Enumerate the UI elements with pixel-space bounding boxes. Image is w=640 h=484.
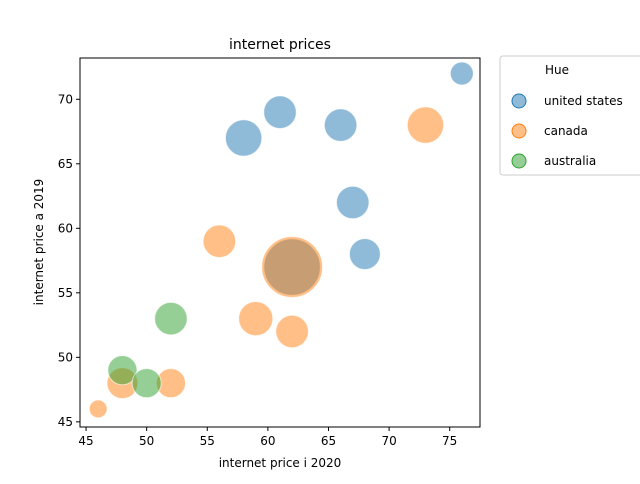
y-tick-label: 50 (58, 350, 73, 364)
legend-marker-australia (511, 153, 527, 169)
legend-marker-united-states (511, 93, 527, 109)
x-axis: 45 50 55 60 65 70 75 (78, 427, 457, 448)
y-tick-label: 45 (58, 415, 73, 429)
point-united-states-0 (449, 61, 474, 86)
y-axis: 45 50 55 60 65 70 (58, 92, 80, 429)
point-united-states-1 (263, 95, 297, 129)
y-axis-label: internet price a 2019 (32, 179, 46, 306)
point-united-states-5 (348, 238, 381, 271)
point-australia-1 (107, 355, 138, 386)
point-canada-0 (406, 106, 445, 144)
point-canada-7 (88, 399, 108, 419)
legend-title: Hue (545, 63, 569, 77)
points-layer (88, 61, 474, 419)
legend-marker-canada (511, 123, 527, 139)
point-canada-3 (238, 301, 274, 337)
point-united-states-2 (224, 119, 263, 157)
point-canada-2 (261, 236, 324, 298)
x-tick-label: 65 (321, 434, 336, 448)
x-tick-label: 55 (200, 434, 215, 448)
chart-title: internet prices (229, 37, 331, 53)
plot-frame (79, 57, 481, 428)
y-tick-label: 65 (58, 157, 73, 171)
x-tick-label: 45 (78, 434, 93, 448)
point-australia-0 (154, 301, 188, 336)
point-united-states-3 (323, 108, 358, 142)
legend: Hue united states canada australia (499, 55, 640, 176)
y-tick-label: 60 (58, 221, 73, 235)
x-tick-label: 50 (139, 434, 154, 448)
legend-label-australia: australia (544, 154, 596, 168)
legend-label-canada: canada (544, 124, 588, 138)
point-canada-1 (202, 224, 237, 258)
x-tick-label: 60 (260, 434, 275, 448)
legend-frame (499, 55, 640, 176)
point-united-states-4 (335, 185, 370, 220)
x-tick-label: 75 (442, 434, 457, 448)
y-tick-label: 70 (58, 92, 73, 106)
point-australia-2 (131, 368, 162, 399)
y-tick-label: 55 (58, 286, 73, 300)
point-canada-4 (275, 314, 309, 349)
x-tick-label: 70 (381, 434, 396, 448)
legend-label-united-states: united states (544, 94, 623, 108)
x-axis-label: internet price i 2020 (219, 456, 342, 470)
